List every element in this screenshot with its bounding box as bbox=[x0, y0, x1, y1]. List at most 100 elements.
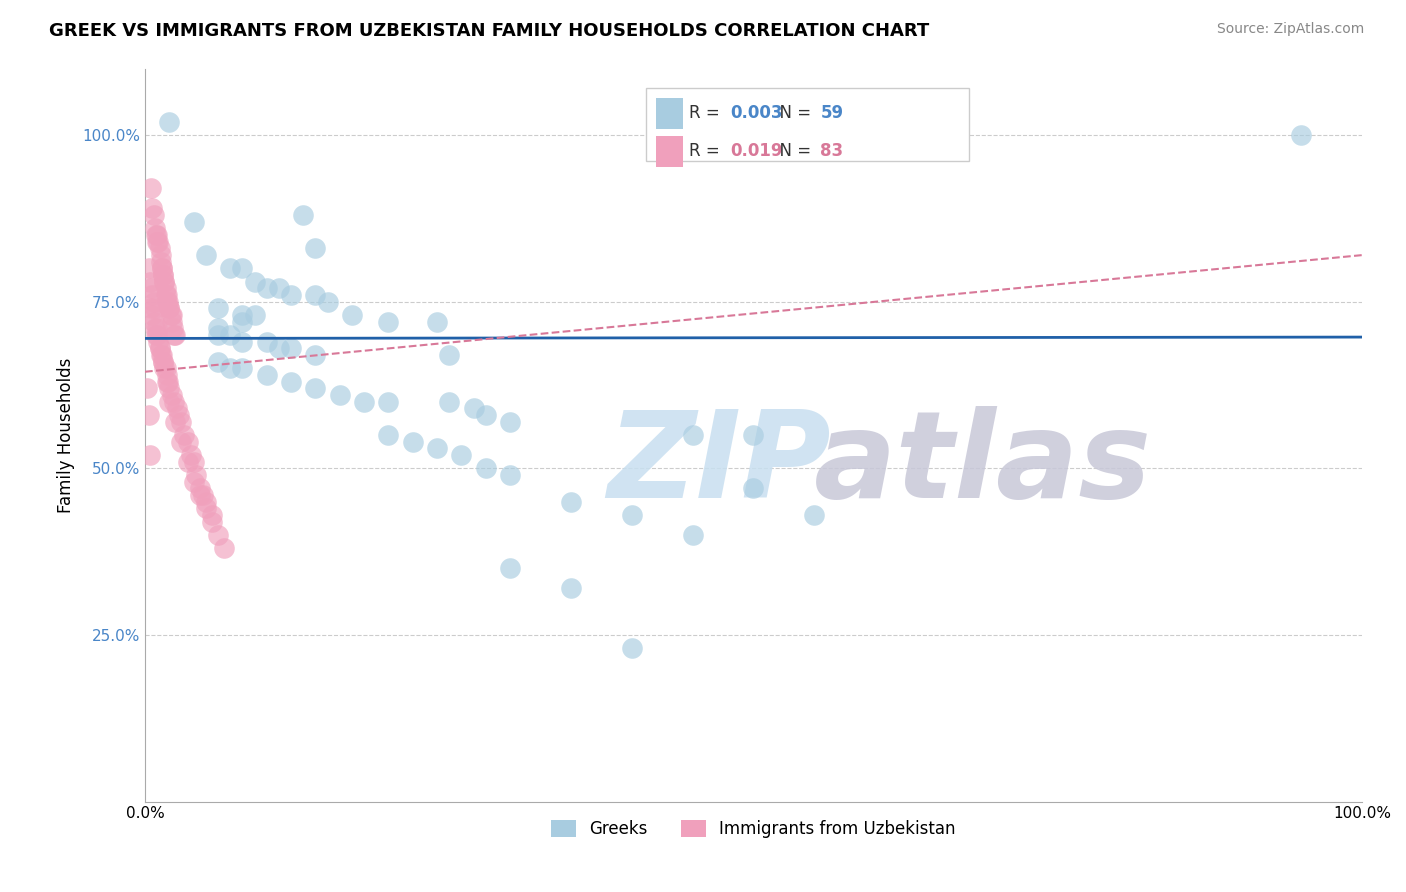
Point bbox=[280, 288, 302, 302]
Point bbox=[340, 308, 363, 322]
Point bbox=[156, 294, 179, 309]
Point bbox=[150, 261, 173, 276]
Point bbox=[207, 355, 229, 369]
Point bbox=[166, 401, 188, 416]
Y-axis label: Family Households: Family Households bbox=[58, 358, 75, 513]
Point bbox=[219, 361, 242, 376]
Point bbox=[143, 221, 166, 235]
Point bbox=[176, 455, 198, 469]
Point bbox=[439, 394, 461, 409]
Point bbox=[145, 328, 167, 343]
Point bbox=[183, 455, 205, 469]
Point bbox=[219, 261, 242, 276]
Text: N =: N = bbox=[769, 104, 817, 122]
Point bbox=[201, 515, 224, 529]
Text: N =: N = bbox=[769, 143, 817, 161]
Point bbox=[157, 394, 180, 409]
Point bbox=[165, 328, 187, 343]
Point bbox=[231, 361, 253, 376]
Point bbox=[316, 294, 339, 309]
Text: ZIP: ZIP bbox=[607, 406, 831, 523]
Point bbox=[212, 541, 235, 556]
Point bbox=[165, 415, 187, 429]
Point bbox=[207, 301, 229, 316]
Point bbox=[183, 475, 205, 489]
Point bbox=[304, 242, 326, 256]
Point bbox=[194, 494, 217, 508]
Point bbox=[157, 381, 180, 395]
Point bbox=[160, 388, 183, 402]
Point bbox=[170, 434, 193, 449]
Point bbox=[304, 348, 326, 362]
Point bbox=[138, 261, 160, 276]
Point bbox=[176, 434, 198, 449]
Point bbox=[141, 308, 163, 322]
Point bbox=[153, 361, 176, 376]
Point bbox=[173, 428, 195, 442]
Point bbox=[156, 288, 179, 302]
Point bbox=[219, 328, 242, 343]
Point bbox=[188, 488, 211, 502]
Point bbox=[304, 288, 326, 302]
Point bbox=[157, 301, 180, 316]
Point bbox=[156, 375, 179, 389]
Point bbox=[560, 582, 582, 596]
Point bbox=[150, 348, 173, 362]
Text: R =: R = bbox=[689, 104, 725, 122]
Point bbox=[139, 275, 162, 289]
Legend: Greeks, Immigrants from Uzbekistan: Greeks, Immigrants from Uzbekistan bbox=[544, 813, 963, 845]
Point bbox=[167, 408, 190, 422]
Point bbox=[682, 428, 704, 442]
Point bbox=[155, 281, 177, 295]
Point bbox=[682, 528, 704, 542]
Point bbox=[620, 641, 643, 656]
Text: Source: ZipAtlas.com: Source: ZipAtlas.com bbox=[1216, 22, 1364, 37]
Point bbox=[499, 415, 522, 429]
Point bbox=[207, 321, 229, 335]
Point bbox=[146, 235, 169, 249]
Point bbox=[463, 401, 485, 416]
Point bbox=[256, 281, 278, 295]
Point bbox=[150, 261, 173, 276]
Point bbox=[267, 342, 290, 356]
FancyBboxPatch shape bbox=[647, 88, 969, 161]
Point bbox=[149, 348, 172, 362]
Point bbox=[141, 202, 163, 216]
Point bbox=[267, 281, 290, 295]
Point bbox=[1289, 128, 1312, 143]
Point bbox=[193, 488, 215, 502]
Point bbox=[329, 388, 352, 402]
Point bbox=[474, 408, 496, 422]
Point bbox=[152, 355, 174, 369]
Point bbox=[620, 508, 643, 522]
Point bbox=[377, 394, 399, 409]
Point bbox=[157, 301, 180, 316]
Point bbox=[243, 275, 266, 289]
Text: GREEK VS IMMIGRANTS FROM UZBEKISTAN FAMILY HOUSEHOLDS CORRELATION CHART: GREEK VS IMMIGRANTS FROM UZBEKISTAN FAMI… bbox=[49, 22, 929, 40]
Point bbox=[184, 468, 207, 483]
Point bbox=[149, 342, 172, 356]
Point bbox=[153, 275, 176, 289]
Point bbox=[136, 381, 159, 395]
Point bbox=[148, 334, 170, 349]
Text: 59: 59 bbox=[821, 104, 844, 122]
Point bbox=[377, 428, 399, 442]
Point bbox=[194, 248, 217, 262]
Point bbox=[139, 181, 162, 195]
Point bbox=[163, 394, 186, 409]
Point bbox=[742, 428, 765, 442]
Point bbox=[377, 315, 399, 329]
Point bbox=[143, 301, 166, 316]
Text: R =: R = bbox=[689, 143, 725, 161]
Point bbox=[139, 281, 162, 295]
Point bbox=[180, 448, 202, 462]
Point bbox=[159, 308, 181, 322]
Point bbox=[153, 275, 176, 289]
Point bbox=[256, 334, 278, 349]
Point bbox=[231, 334, 253, 349]
Point bbox=[138, 408, 160, 422]
Point bbox=[304, 381, 326, 395]
Point bbox=[146, 321, 169, 335]
Point bbox=[231, 315, 253, 329]
Point bbox=[146, 328, 169, 343]
